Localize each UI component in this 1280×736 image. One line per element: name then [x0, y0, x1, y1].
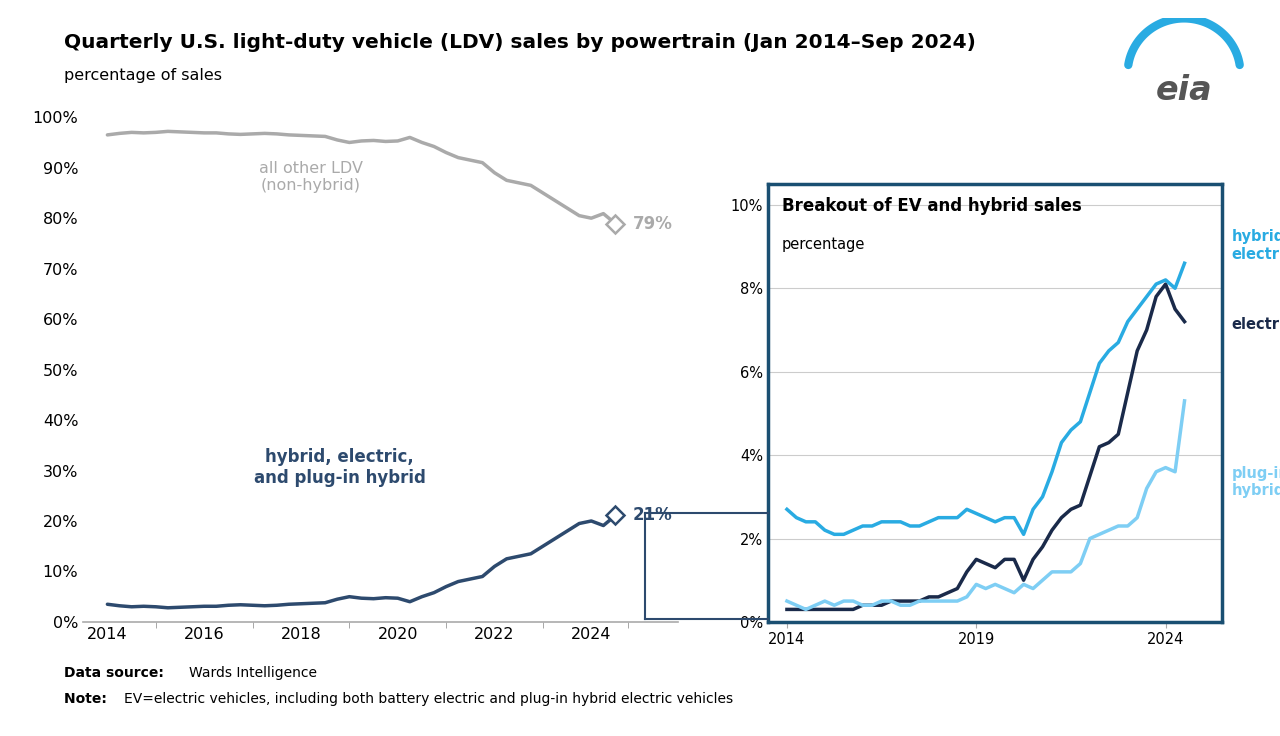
Text: Breakout of EV and hybrid sales: Breakout of EV and hybrid sales: [782, 197, 1082, 215]
Text: Wards Intelligence: Wards Intelligence: [189, 666, 317, 680]
Text: percentage of sales: percentage of sales: [64, 68, 221, 82]
Text: 21%: 21%: [632, 506, 672, 525]
Text: 79%: 79%: [632, 215, 672, 233]
Text: hybrid
electric: hybrid electric: [1231, 229, 1280, 261]
Text: Data source:: Data source:: [64, 666, 169, 680]
Text: Quarterly U.S. light-duty vehicle (LDV) sales by powertrain (Jan 2014–Sep 2024): Quarterly U.S. light-duty vehicle (LDV) …: [64, 33, 975, 52]
Text: plug-in
hybrid: plug-in hybrid: [1231, 466, 1280, 498]
Text: all other LDV
(non-hybrid): all other LDV (non-hybrid): [259, 161, 362, 194]
Text: percentage: percentage: [782, 236, 865, 252]
Text: hybrid, electric,
and plug-in hybrid: hybrid, electric, and plug-in hybrid: [253, 448, 426, 487]
Text: electric: electric: [1231, 316, 1280, 332]
Text: Note:: Note:: [64, 692, 111, 706]
Text: EV=electric vehicles, including both battery electric and plug-in hybrid electri: EV=electric vehicles, including both bat…: [124, 692, 733, 706]
Text: eia: eia: [1156, 74, 1212, 107]
